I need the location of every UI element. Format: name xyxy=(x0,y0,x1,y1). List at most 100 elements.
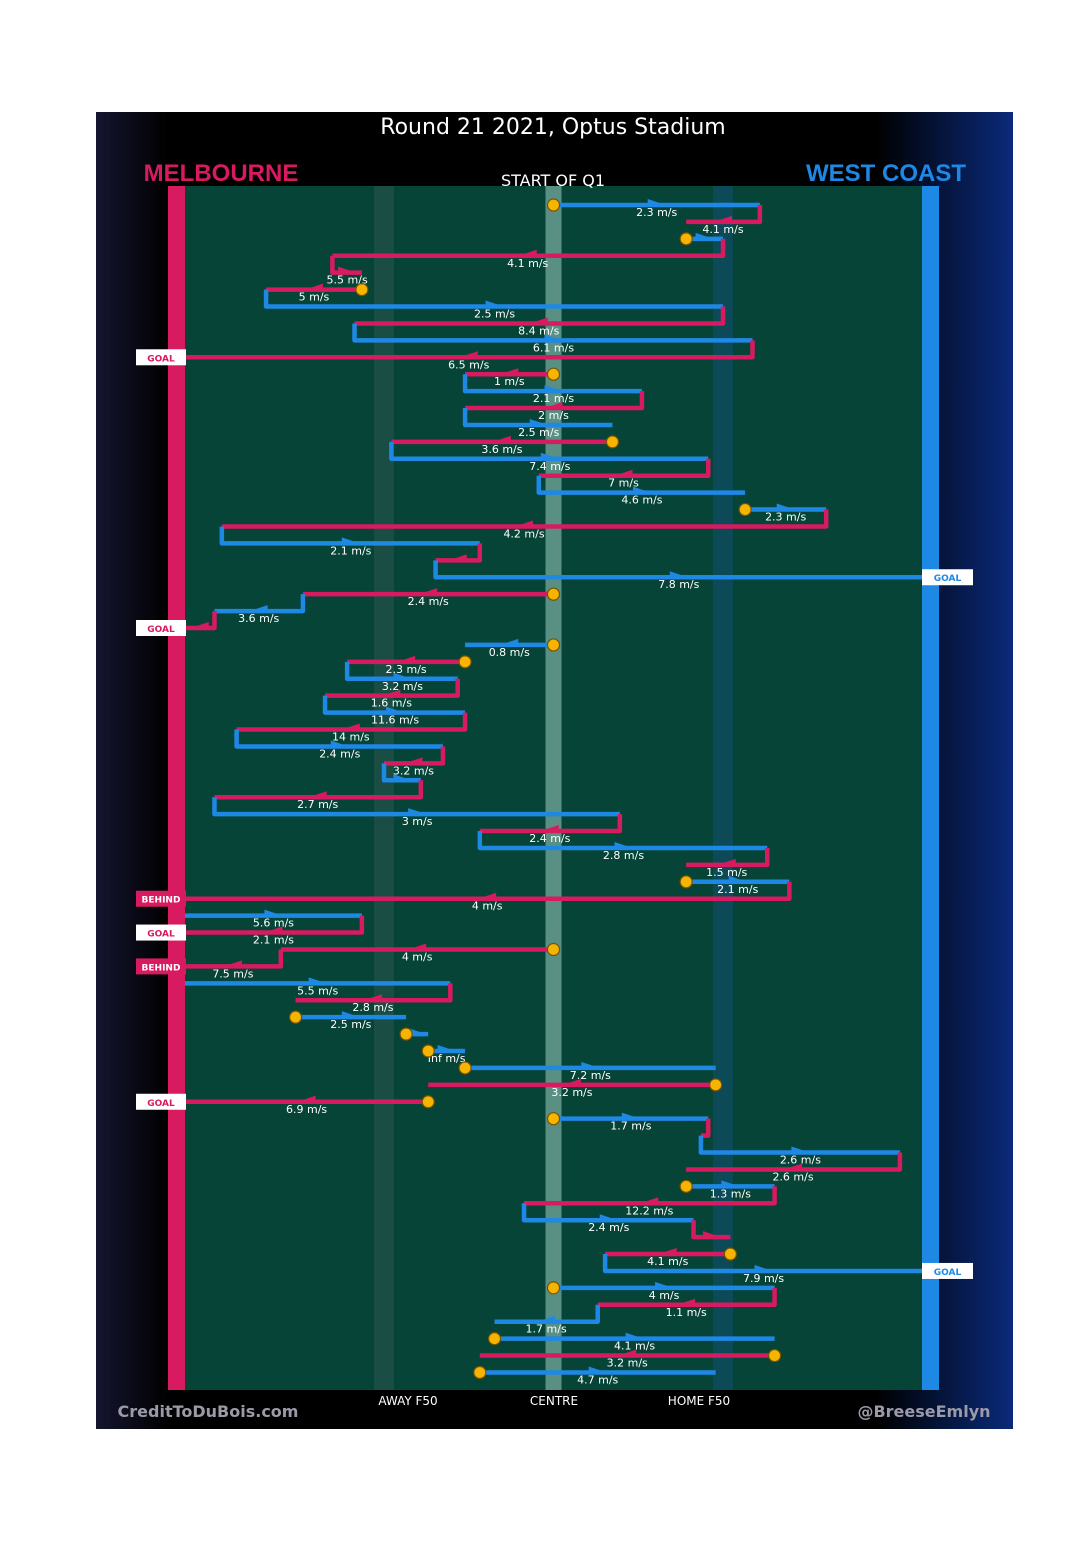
possession-start-marker xyxy=(546,587,561,601)
outcome-tag xyxy=(136,890,186,907)
chain-segment-west-coast xyxy=(494,1304,600,1324)
reference-line-centre xyxy=(545,186,562,1390)
chain-segment-melbourne xyxy=(185,340,755,360)
chain-arrow xyxy=(393,672,412,680)
melbourne-goal-line xyxy=(168,186,185,1390)
outcome-tag xyxy=(136,620,186,636)
speed-label: 5 m/s xyxy=(299,291,330,304)
speed-label: 4.1 m/s xyxy=(647,1255,688,1268)
possession-start-marker xyxy=(767,1348,782,1363)
speed-label: 3.2 m/s xyxy=(607,1357,648,1370)
chain-segment-west-coast xyxy=(344,661,458,682)
footer-handle: @BreeseEmlyn xyxy=(857,1402,990,1421)
chain-arrow xyxy=(695,232,714,240)
chain-segment-melbourne xyxy=(221,509,829,529)
chain-arrow xyxy=(677,1298,696,1306)
chain-segment-melbourne xyxy=(295,983,453,1003)
chain-arrow xyxy=(408,808,427,816)
chain-arrow xyxy=(540,825,559,833)
chain-arrow xyxy=(190,622,209,629)
chain-arrow xyxy=(341,1011,360,1019)
axis-label-away-f50: AWAY F50 xyxy=(378,1394,437,1408)
chain-arrow xyxy=(330,740,349,748)
speed-label: 8.4 m/s xyxy=(518,324,559,337)
chain-segment-melbourne xyxy=(236,712,468,732)
chain-arrow xyxy=(338,266,357,274)
speed-label: 11.6 m/s xyxy=(371,714,419,727)
speed-label: 5.5 m/s xyxy=(327,274,368,287)
chain-arrow xyxy=(728,875,747,883)
possession-start-marker xyxy=(709,1078,723,1092)
chain-segment-west-coast xyxy=(536,475,746,495)
axis-label-centre: CENTRE xyxy=(530,1394,578,1408)
chain-segment-melbourne xyxy=(524,1186,777,1206)
speed-label: 5.5 m/s xyxy=(297,984,338,997)
chain-arrow xyxy=(544,334,563,342)
speed-label: 1.6 m/s xyxy=(371,697,412,710)
speed-label: 3.2 m/s xyxy=(551,1086,592,1099)
speed-label: 2.3 m/s xyxy=(636,206,677,219)
chain-arrow xyxy=(492,435,511,443)
speed-label: 7.9 m/s xyxy=(743,1272,784,1285)
chain-segment-melbourne xyxy=(597,1287,777,1308)
chain-segment-melbourne xyxy=(538,458,711,478)
chain-arrow xyxy=(625,1332,644,1340)
reference-line-home-f50 xyxy=(713,186,734,1390)
chain-arrow xyxy=(363,994,382,1002)
speed-label: 2.1 m/s xyxy=(253,934,294,947)
speed-label: 4 m/s xyxy=(649,1289,680,1302)
speed-label: 2.3 m/s xyxy=(765,511,806,524)
speed-label: 1.1 m/s xyxy=(666,1306,707,1319)
speed-label: 14 m/s xyxy=(332,731,370,744)
chain-arrow xyxy=(382,689,401,697)
speed-label: 4.1 m/s xyxy=(507,257,548,270)
speed-label: 2.6 m/s xyxy=(772,1170,813,1183)
chain-arrow xyxy=(408,943,427,951)
chain-segment-west-coast xyxy=(352,323,753,343)
possession-start-marker xyxy=(546,638,561,652)
chain-arrow xyxy=(669,571,688,579)
possession-start-marker xyxy=(458,655,472,669)
chain-arrow xyxy=(776,503,795,511)
outcome-tag-label: GOAL xyxy=(934,574,962,584)
chain-arrow xyxy=(529,317,548,325)
chain-segment-melbourne xyxy=(185,949,284,969)
chain-arrow xyxy=(518,249,537,257)
possession-start-marker xyxy=(355,283,369,297)
chain-arrow xyxy=(647,199,666,206)
chain-arrow xyxy=(621,1112,640,1120)
speed-label: 0.8 m/s xyxy=(489,646,530,659)
speed-label: 3.2 m/s xyxy=(393,764,434,777)
speed-label: Inf m/s xyxy=(428,1052,466,1065)
chain-arrow xyxy=(304,283,323,291)
chain-arrow xyxy=(341,537,360,545)
speed-label: 5.6 m/s xyxy=(253,917,294,930)
speed-label: 7.4 m/s xyxy=(529,460,570,473)
chain-segment-melbourne xyxy=(332,238,726,259)
west-coast-goal-line xyxy=(922,186,939,1390)
chain-segment-west-coast xyxy=(389,441,709,462)
possession-start-marker xyxy=(421,1095,435,1109)
chain-arrow xyxy=(562,1078,581,1086)
chain-segment-melbourne xyxy=(686,205,763,225)
chain-arrow xyxy=(448,554,467,562)
speed-label: 3 m/s xyxy=(402,815,433,828)
speed-label: 6.9 m/s xyxy=(286,1103,327,1116)
speed-label: 2.1 m/s xyxy=(717,883,758,896)
outcome-tag-label: GOAL xyxy=(147,625,175,635)
speed-label: 4.1 m/s xyxy=(702,223,743,236)
speed-label: 2.4 m/s xyxy=(408,595,449,608)
chain-segment-melbourne xyxy=(325,678,460,698)
speed-label: 7 m/s xyxy=(608,477,639,490)
chain-arrow xyxy=(500,368,519,376)
outcome-tag-label: BEHIND xyxy=(142,896,181,906)
speed-label: 2.3 m/s xyxy=(386,663,427,676)
speed-label: 7.5 m/s xyxy=(212,967,253,980)
chain-arrow xyxy=(540,452,559,460)
chain-segment-west-coast xyxy=(462,408,613,428)
possession-start-marker xyxy=(723,1247,737,1261)
chain-arrow xyxy=(341,723,360,731)
speed-label: 1.7 m/s xyxy=(526,1323,567,1336)
chain-segment-melbourne xyxy=(479,814,623,834)
